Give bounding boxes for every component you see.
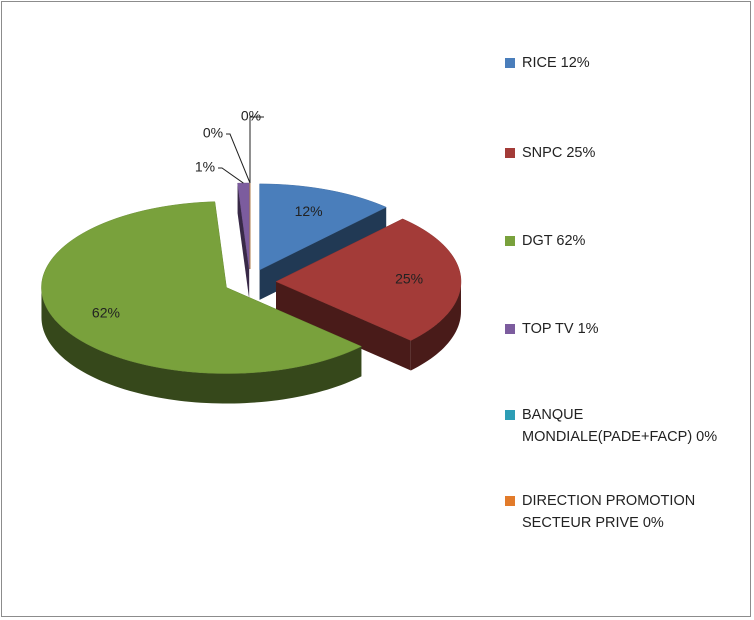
slice	[275, 218, 462, 341]
legend-item: SNPC 25%	[505, 142, 735, 164]
data-label: 0%	[241, 108, 261, 124]
slice-wall	[237, 183, 250, 300]
legend-item: DGT 62%	[505, 230, 735, 252]
legend-item: BANQUE MONDIALE(PADE+FACP) 0%	[505, 404, 735, 448]
legend-swatch	[505, 496, 515, 506]
data-label: 62%	[92, 305, 120, 321]
leader-line	[218, 167, 244, 184]
slice	[41, 201, 362, 374]
leader-line	[249, 116, 264, 183]
data-label: 1%	[195, 159, 215, 175]
leader-line	[226, 133, 251, 184]
legend-label: DGT 62%	[522, 233, 586, 249]
legend-swatch	[505, 148, 515, 158]
data-label: 0%	[203, 125, 223, 141]
slice	[237, 182, 250, 270]
legend-swatch	[505, 410, 515, 420]
legend-item: TOP TV 1%	[505, 318, 735, 340]
slice-side	[410, 281, 461, 371]
legend-label: TOP TV 1%	[522, 321, 599, 337]
slice	[259, 183, 387, 271]
legend-item: RICE 12%	[505, 52, 735, 74]
slice-side	[41, 287, 362, 404]
legend-swatch	[505, 236, 515, 246]
legend-label: BANQUE MONDIALE(PADE+FACP) 0%	[522, 407, 718, 445]
legend-item: DIRECTION PROMOTION SECTEUR PRIVE 0%	[505, 490, 735, 534]
data-label: 25%	[395, 270, 423, 286]
legend-label: DIRECTION PROMOTION SECTEUR PRIVE 0%	[522, 493, 696, 531]
legend-label: RICE 12%	[522, 55, 590, 71]
legend-swatch	[505, 324, 515, 334]
slice-wall	[275, 281, 411, 371]
data-label: 12%	[295, 203, 323, 219]
legend-swatch	[505, 58, 515, 68]
legend-label: SNPC 25%	[522, 145, 596, 161]
